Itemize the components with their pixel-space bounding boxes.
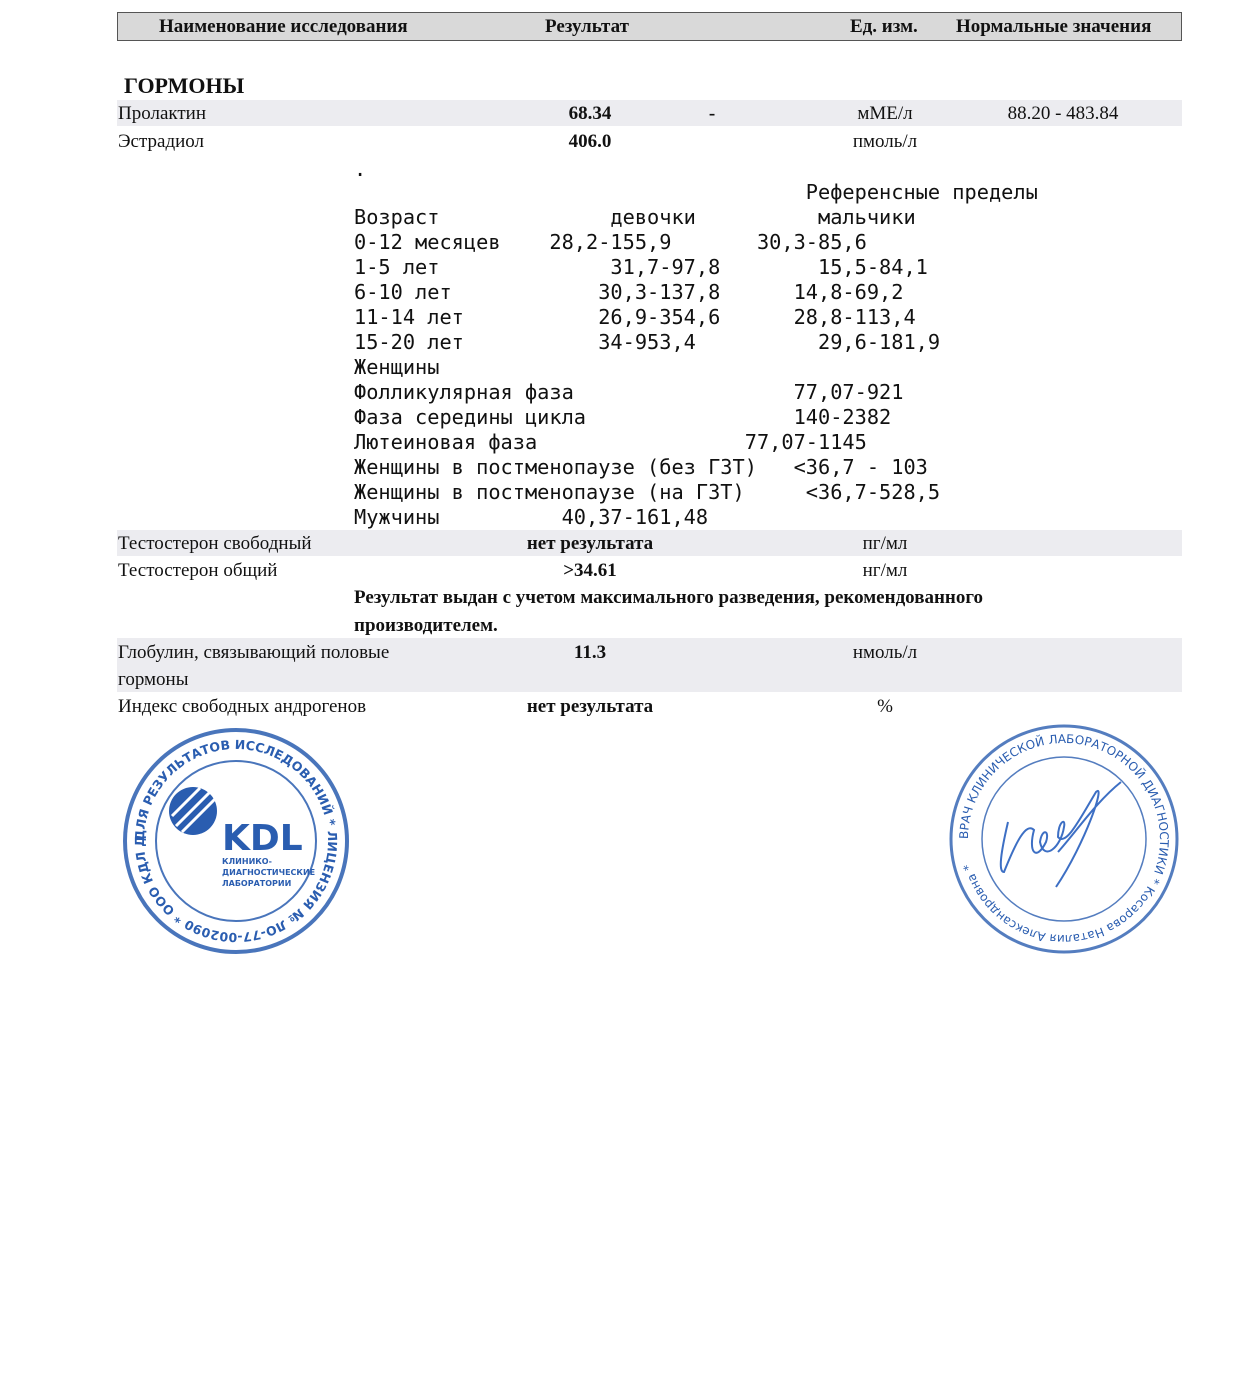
reference-line: Женщины в постменопаузе (без ГЗТ) <36,7 …	[354, 455, 928, 479]
test-norm: 88.20 - 483.84	[1007, 103, 1119, 124]
section-title: ГОРМОНЫ	[124, 73, 245, 98]
test-name: Индекс свободных андрогенов	[118, 696, 367, 717]
reference-line: Мужчины 40,37-161,48	[354, 505, 709, 529]
reference-line: Фаза середины цикла 140-2382	[354, 405, 892, 429]
signature-icon	[999, 781, 1122, 888]
row-shade	[117, 100, 1182, 126]
test-result: 406.0	[568, 131, 612, 152]
test-name: Тестостерон свободный	[118, 533, 312, 554]
test-name: Эстрадиол	[118, 131, 205, 152]
reference-line: Женщины	[354, 355, 440, 379]
reference-line: 11-14 лет 26,9-354,6 28,8-113,4	[354, 305, 916, 329]
test-unit: нмоль/л	[852, 642, 918, 663]
test-name: Глобулин, связывающий половые	[118, 642, 390, 663]
reference-line: Референсные пределы	[354, 180, 1038, 204]
reference-line: Лютеиновая фаза 77,07-1145	[354, 430, 867, 454]
doctor-stamp: ВРАЧ КЛИНИЧЕСКОЙ ЛАБОРАТОРНОЙ ДИАГНОСТИК…	[949, 724, 1179, 954]
test-result: 11.3	[573, 642, 607, 663]
row-shade	[117, 530, 1182, 556]
result-flag: -	[708, 103, 716, 124]
test-result: нет результата	[526, 533, 654, 554]
test-result: 68.34	[568, 103, 612, 124]
test-name: Тестостерон общий	[118, 560, 278, 581]
result-note: производителем.	[354, 615, 498, 636]
table-header: Наименование исследования Результат Ед. …	[117, 12, 1182, 41]
stamp-sub-text: ЛАБОРАТОРИИ	[222, 879, 291, 888]
reference-line: 1-5 лет 31,7-97,8 15,5-84,1	[354, 255, 928, 279]
stamp-sub-text: ДИАГНОСТИЧЕСКИЕ	[222, 868, 315, 877]
header-norm: Нормальные значения	[956, 16, 1152, 37]
test-unit: мМЕ/л	[857, 103, 913, 124]
lab-stamp: ДЛЯ РЕЗУЛЬТАТОВ ИССЛЕДОВАНИЙ * ЛИЦЕНЗИЯ …	[118, 726, 349, 954]
stamp-logo-text: KDL	[222, 818, 303, 859]
reference-line: Женщины в постменопаузе (на ГЗТ) <36,7-5…	[354, 480, 941, 504]
estradiol-reference-ranges: . Референсные пределы Возраст девочки мал…	[354, 158, 1038, 530]
header-unit: Ед. изм.	[850, 16, 918, 37]
result-note: Результат выдан с учетом максимального р…	[354, 587, 984, 608]
test-unit: пмоль/л	[852, 131, 918, 152]
reference-line: .	[354, 157, 367, 181]
header-result: Результат	[545, 16, 629, 37]
reference-line: 0-12 месяцев 28,2-155,9 30,3-85,6	[354, 230, 867, 254]
test-unit: нг/мл	[862, 560, 908, 581]
header-name: Наименование исследования	[159, 16, 408, 37]
test-name: гормоны	[118, 669, 189, 690]
reference-line: Фолликулярная фаза 77,07-921	[354, 380, 904, 404]
test-result: >34.61	[563, 560, 617, 581]
test-unit: пг/мл	[862, 533, 908, 554]
test-unit: %	[877, 696, 893, 717]
reference-line: 15-20 лет 34-953,4 29,6-181,9	[354, 330, 941, 354]
reference-line: Возраст девочки мальчики	[354, 205, 916, 229]
kdl-logo-icon	[169, 786, 218, 835]
test-result: нет результата	[526, 696, 654, 717]
test-name: Пролактин	[118, 103, 207, 124]
stamp-sub-text: КЛИНИКО-	[222, 857, 272, 866]
reference-line: 6-10 лет 30,3-137,8 14,8-69,2	[354, 280, 904, 304]
row-shade	[117, 638, 1182, 692]
